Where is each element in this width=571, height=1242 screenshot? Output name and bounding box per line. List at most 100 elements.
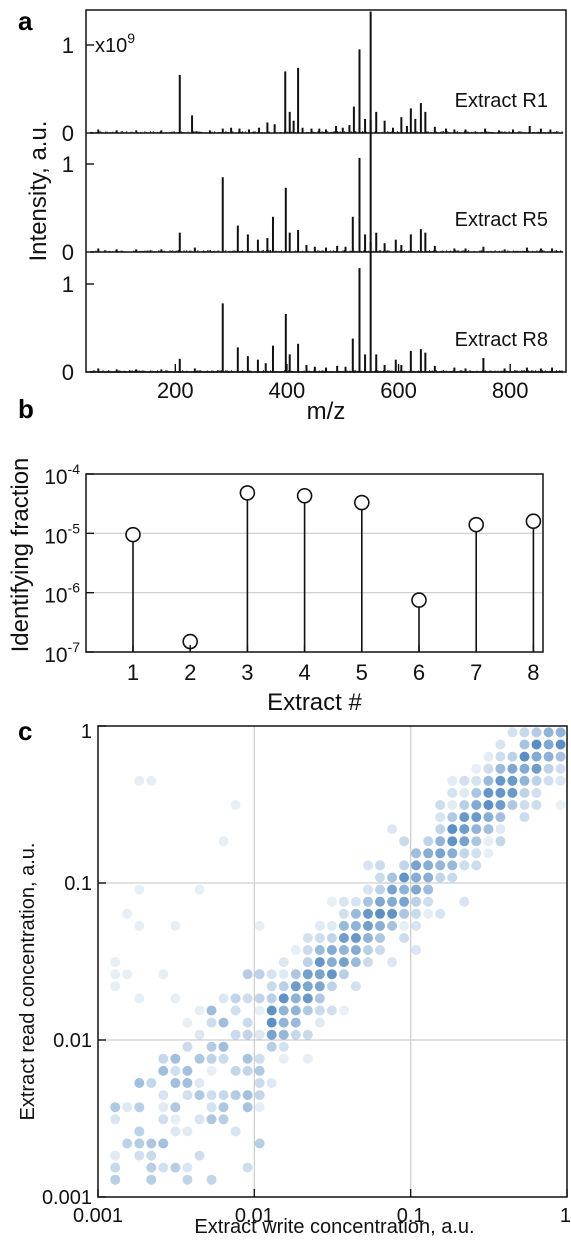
scatter-point [194,1150,205,1161]
scatter-point [194,1005,205,1016]
scatter-point [423,908,434,919]
scatter-point [314,957,325,968]
scatter-point [302,993,313,1004]
scatter-point [242,1053,253,1064]
scatter-point [495,787,506,798]
scatter-point [266,981,277,992]
scatter-point [290,981,301,992]
panel-label-a: a [18,6,33,36]
panel-c-y-axis-label: Extract read concentration, a.u. [17,843,39,1121]
scatter-point [230,1090,241,1101]
scatter-point [230,800,241,810]
stem-marker [468,516,485,533]
scatter-point [110,969,121,980]
scatter-point [363,945,373,955]
stem-marker [296,487,313,504]
x-tick-label: 0.01 [235,1205,274,1227]
scatter-point [182,1090,193,1101]
scatter-point [375,884,385,895]
scatter-point [519,751,530,762]
scatter-point [471,836,482,847]
panel-c-points [110,727,566,1185]
scatter-point [218,1114,229,1125]
panel-a-frame [85,9,567,373]
scatter-point [266,1029,277,1040]
scatter-point [206,1041,217,1052]
scatter-point [134,920,145,931]
scatter-point [158,1090,169,1101]
scatter-point [519,812,530,823]
scatter-point [471,800,482,810]
scatter-point [495,751,506,762]
scatter-point [290,1017,301,1028]
x-tick-label: 0.001 [73,1205,123,1227]
scatter-point [266,1017,277,1028]
scatter-point [314,981,325,992]
x-tick-label: 8 [527,660,539,685]
x-tick-label: 200 [157,378,194,403]
scatter-point [363,896,373,907]
scatter-point [182,1126,193,1137]
scatter-point [350,981,361,992]
panel-b-y-axis-label: Identifying fraction [7,458,34,653]
scatter-point [435,860,446,871]
scatter-point [495,739,506,750]
scatter-point [519,727,530,738]
stem-marker [411,592,427,608]
scatter-point [399,872,410,883]
scatter-point [254,993,265,1004]
x-tick-label: 400 [269,378,306,403]
scatter-point [194,884,205,895]
scatter-point [158,1053,169,1064]
scatter-point [350,896,361,907]
scatter-point [411,896,422,907]
panel-b-stem-plot: 10-7 10-6 10-5 10-4 1 2 3 4 5 6 7 8 Identifying fr… [7,458,544,716]
x-tick-label: 4 [298,660,310,685]
scatter-point [230,1065,241,1076]
scatter-point [423,860,434,871]
y-tick-label: 10-5 [44,520,80,548]
scatter-point [555,751,566,762]
scatter-point [110,1174,121,1185]
scatter-point [531,739,542,750]
scatter-point [170,1162,181,1173]
scatter-point [242,969,253,980]
scatter-point [495,836,506,847]
scatter-point [182,1041,193,1052]
scatter-point [387,957,398,968]
y-tick-label: 10-7 [44,639,80,667]
scatter-point [314,969,325,980]
scatter-point [278,957,289,968]
scatter-point [242,1029,253,1040]
scatter-point [555,800,566,810]
scatter-point [387,920,398,931]
scatter-point [146,1150,157,1161]
scatter-point [411,945,422,955]
scatter-point [387,884,398,895]
scatter-point [206,1174,217,1185]
scatter-point [495,763,506,774]
x-tick-label: 6 [413,660,425,685]
scatter-point [483,836,494,847]
scatter-point [314,945,325,955]
scatter-point [471,860,482,871]
scatter-point [158,969,169,980]
scatter-point [375,896,385,907]
scatter-point [254,1102,265,1113]
scatter-point [375,933,385,943]
scatter-point [266,993,277,1004]
scatter-point [543,763,554,774]
scatter-point [158,1065,169,1076]
scatter-point [290,969,301,980]
scatter-point [411,908,422,919]
scatter-point [122,1138,133,1149]
scatter-point [134,1126,145,1137]
x-tick-label: 600 [380,378,417,403]
y-tick-label: 0.001 [42,1187,92,1209]
scatter-point [423,896,434,907]
panel-a-y-axis-label: Intensity, a.u. [25,121,52,262]
spectrum-2: Extract R5 [90,120,564,253]
scatter-point [459,896,470,907]
scatter-point [495,824,506,835]
series-label: Extract R5 [455,209,548,231]
